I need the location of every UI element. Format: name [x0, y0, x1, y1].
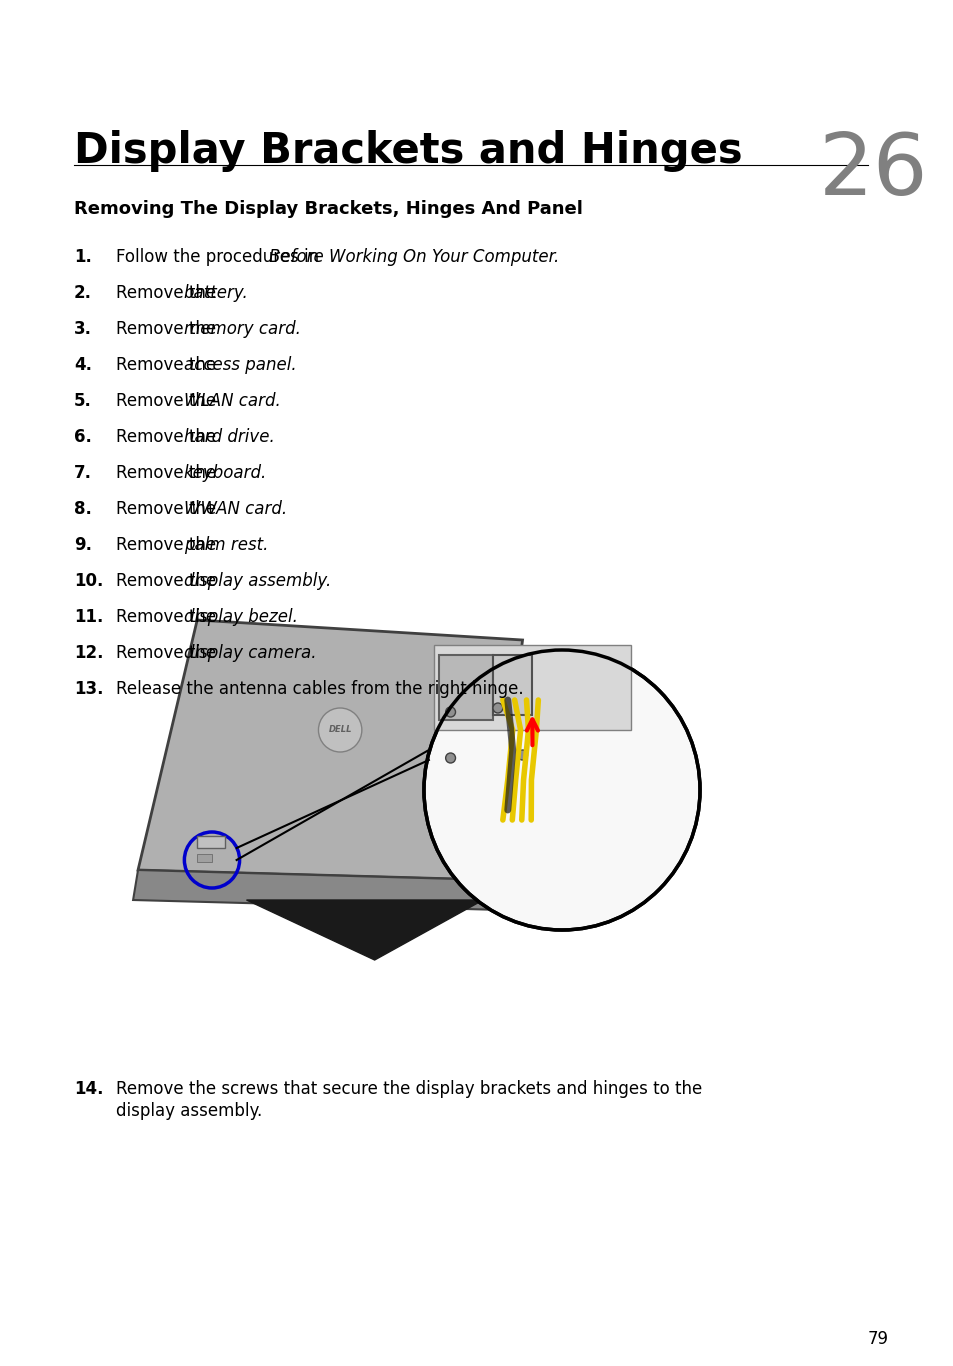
Text: 1.: 1. — [74, 249, 91, 266]
Circle shape — [445, 753, 455, 764]
Text: Remove the: Remove the — [116, 284, 221, 302]
Text: WLAN card.: WLAN card. — [183, 392, 280, 410]
Text: Remove the: Remove the — [116, 535, 221, 555]
Text: display camera.: display camera. — [183, 643, 315, 663]
Bar — [438, 656, 493, 720]
Text: display assembly.: display assembly. — [116, 1102, 262, 1120]
Bar — [493, 656, 532, 714]
Circle shape — [423, 650, 700, 930]
Text: access panel.: access panel. — [183, 357, 295, 374]
Text: Follow the procedures in: Follow the procedures in — [116, 249, 324, 266]
Text: DELL: DELL — [328, 725, 352, 735]
Text: keyboard.: keyboard. — [183, 464, 267, 482]
Text: Remove the: Remove the — [116, 392, 221, 410]
Text: Remove the: Remove the — [116, 464, 221, 482]
Text: battery.: battery. — [183, 284, 248, 302]
Text: hard drive.: hard drive. — [183, 428, 274, 447]
Text: display assembly.: display assembly. — [183, 572, 331, 590]
Bar — [434, 645, 630, 729]
Text: display bezel.: display bezel. — [183, 608, 297, 626]
Bar — [197, 836, 225, 848]
Text: 7.: 7. — [74, 464, 91, 482]
Circle shape — [445, 708, 455, 717]
Text: Release the antenna cables from the right hinge.: Release the antenna cables from the righ… — [116, 680, 523, 698]
Text: Remove the screws that secure the display brackets and hinges to the: Remove the screws that secure the displa… — [116, 1081, 701, 1098]
Text: 8.: 8. — [74, 500, 91, 518]
Text: 9.: 9. — [74, 535, 91, 555]
Text: Remove the: Remove the — [116, 608, 221, 626]
Text: Remove the: Remove the — [116, 500, 221, 518]
Text: Remove the: Remove the — [116, 428, 221, 447]
Text: WWAN card.: WWAN card. — [183, 500, 287, 518]
Polygon shape — [133, 870, 502, 910]
Text: 6.: 6. — [74, 428, 91, 447]
Circle shape — [318, 708, 361, 753]
Text: Remove the: Remove the — [116, 320, 221, 337]
Text: Remove the: Remove the — [116, 643, 221, 663]
Text: 5.: 5. — [74, 392, 91, 410]
Text: 3.: 3. — [74, 320, 91, 337]
Circle shape — [493, 703, 502, 713]
Text: 10.: 10. — [74, 572, 103, 590]
Text: 13.: 13. — [74, 680, 103, 698]
Text: 26: 26 — [818, 130, 927, 213]
Polygon shape — [246, 900, 482, 960]
Text: 2.: 2. — [74, 284, 91, 302]
Text: 11.: 11. — [74, 608, 103, 626]
Text: Display Brackets and Hinges: Display Brackets and Hinges — [74, 130, 741, 172]
Text: 14.: 14. — [74, 1081, 103, 1098]
Text: 79: 79 — [866, 1330, 887, 1348]
Text: Before Working On Your Computer.: Before Working On Your Computer. — [269, 249, 558, 266]
Polygon shape — [138, 620, 522, 880]
Text: memory card.: memory card. — [183, 320, 300, 337]
Text: 4.: 4. — [74, 357, 91, 374]
Text: Remove the: Remove the — [116, 357, 221, 374]
Text: Removing The Display Brackets, Hinges And Panel: Removing The Display Brackets, Hinges An… — [74, 199, 582, 219]
Text: palm rest.: palm rest. — [183, 535, 268, 555]
Circle shape — [517, 750, 527, 759]
Bar — [197, 854, 212, 862]
Text: 12.: 12. — [74, 643, 103, 663]
Text: Remove the: Remove the — [116, 572, 221, 590]
